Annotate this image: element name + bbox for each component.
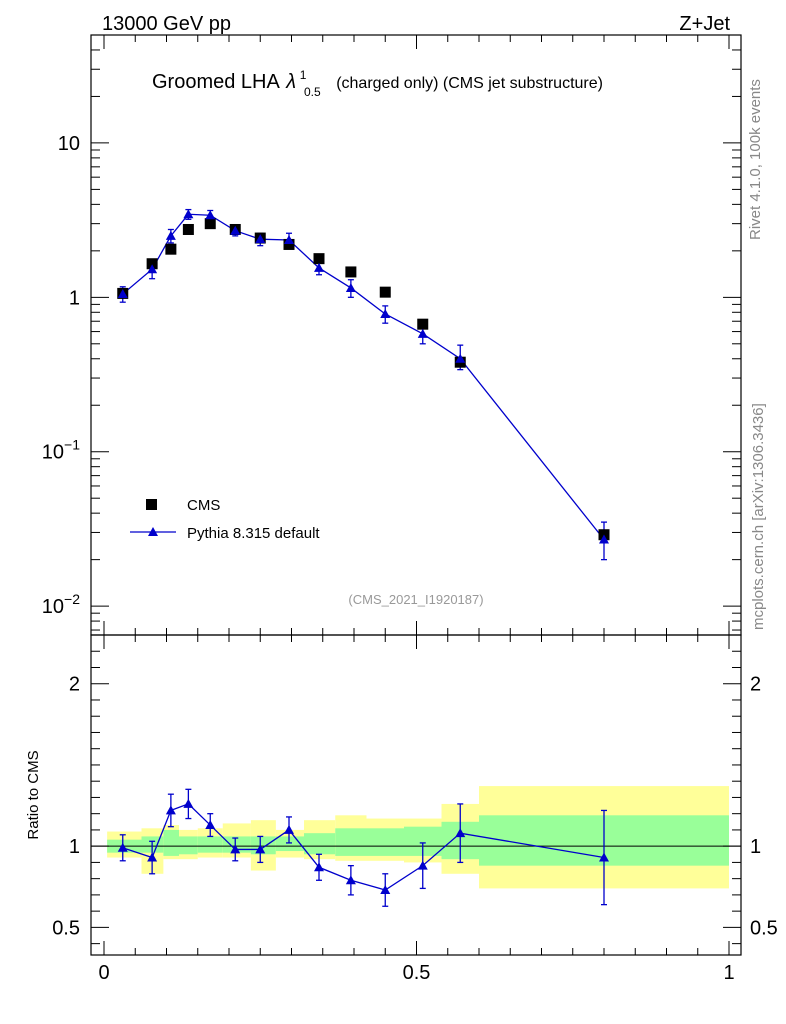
cms-data-point bbox=[283, 238, 295, 250]
mc-ratio-point bbox=[230, 844, 241, 854]
process-label: Z+Jet bbox=[679, 13, 730, 35]
mc-point bbox=[380, 308, 391, 318]
stat-uncertainty-band bbox=[304, 833, 336, 855]
ratio-y-tick-label-right: 0.5 bbox=[750, 917, 778, 939]
mc-ratio-point bbox=[183, 798, 194, 808]
cms-data-point bbox=[345, 266, 357, 278]
mc-point bbox=[314, 262, 324, 272]
mc-ratio-point bbox=[165, 805, 176, 815]
x-tick-label: 0 bbox=[98, 962, 109, 984]
mc-point bbox=[599, 534, 609, 544]
ratio-ylabel: Ratio to CMS bbox=[25, 750, 42, 839]
ratio-y-tick-label-right: 2 bbox=[750, 674, 761, 696]
title-prefix: Groomed LHA bbox=[152, 71, 280, 93]
legend-label-cms: CMS bbox=[187, 497, 220, 514]
cms-data-point bbox=[165, 243, 177, 255]
ratio-y-tick-label: 0.5 bbox=[52, 917, 80, 939]
main-frame bbox=[90, 34, 742, 636]
cms-data-point bbox=[204, 218, 216, 230]
mcplots-label: mcplots.cern.ch [arXiv:1306.3436] bbox=[750, 403, 767, 630]
title-superscript: 1 bbox=[300, 68, 307, 82]
mc-ratio-point bbox=[455, 828, 466, 838]
main-y-tick-label: 10−2 bbox=[42, 591, 80, 618]
plot-title: Groomed LHA λ 1 0.5 (charged only) (CMS … bbox=[152, 62, 603, 101]
mc-point bbox=[165, 230, 176, 240]
stat-uncertainty-band bbox=[179, 836, 198, 855]
mc-ratio-point bbox=[284, 824, 294, 834]
mc-point bbox=[284, 235, 294, 245]
tick-base: 10 bbox=[42, 596, 64, 618]
stat-uncertainty-band bbox=[222, 836, 251, 853]
main-y-tick-label: 10−1 bbox=[42, 437, 80, 464]
ratio-y-tick-label: 1 bbox=[69, 836, 80, 858]
energy-label: 13000 GeV pp bbox=[102, 13, 231, 35]
cms-data-point bbox=[379, 286, 391, 298]
mc-point bbox=[147, 264, 158, 274]
title-subscript: 0.5 bbox=[304, 85, 321, 99]
mc-line-main bbox=[122, 213, 605, 540]
mc-point bbox=[183, 209, 194, 219]
mc-point bbox=[205, 210, 216, 220]
title-symbol: λ bbox=[285, 71, 296, 93]
mc-ratio-point bbox=[205, 820, 216, 830]
cms-data-point bbox=[313, 253, 325, 265]
mc-point bbox=[417, 328, 428, 338]
x-tick-label: 1 bbox=[723, 962, 734, 984]
mc-ratio-point bbox=[417, 860, 428, 870]
stat-uncertainty-band bbox=[366, 828, 404, 856]
legend-marker-mc bbox=[148, 527, 158, 536]
stat-uncertainty-band bbox=[197, 836, 223, 853]
mc-point bbox=[345, 282, 356, 292]
mc-line-ratio bbox=[122, 803, 605, 891]
rivet-label: Rivet 4.1.0, 100k events bbox=[747, 79, 764, 240]
mc-point bbox=[455, 353, 466, 363]
mc-ratio-point bbox=[345, 875, 356, 885]
stat-uncertainty-band bbox=[335, 828, 367, 856]
data-series bbox=[117, 208, 610, 907]
main-y-tick-label: 10 bbox=[58, 133, 80, 155]
legend-marker-cms bbox=[146, 499, 157, 510]
mc-ratio-point bbox=[255, 844, 266, 854]
tick-exponent: −2 bbox=[64, 591, 80, 607]
title-suffix: (charged only) (CMS jet substructure) bbox=[336, 75, 603, 92]
mc-point bbox=[117, 289, 128, 299]
mc-ratio-point bbox=[314, 862, 324, 872]
mc-point bbox=[230, 225, 241, 235]
ratio-y-tick-label: 2 bbox=[69, 674, 80, 696]
x-tick-label: 0.5 bbox=[403, 962, 431, 984]
cms-data-point bbox=[182, 223, 194, 235]
mc-ratio-point bbox=[117, 842, 128, 852]
mc-ratio-point bbox=[599, 852, 609, 862]
tick-base: 10 bbox=[42, 442, 64, 464]
mc-ratio-point bbox=[147, 852, 158, 862]
analysis-id: (CMS_2021_I1920187) bbox=[348, 592, 483, 607]
stat-uncertainty-band bbox=[163, 829, 179, 856]
cms-data-point bbox=[417, 318, 429, 330]
legend: CMS Pythia 8.315 default bbox=[130, 497, 320, 542]
tick-exponent: −1 bbox=[64, 437, 80, 453]
mc-ratio-point bbox=[380, 885, 391, 895]
cms-data-point bbox=[146, 258, 158, 270]
ratio-y-tick-label-right: 1 bbox=[750, 836, 761, 858]
main-y-tick-label: 1 bbox=[69, 287, 80, 309]
legend-label-mc: Pythia 8.315 default bbox=[187, 525, 320, 542]
mc-point bbox=[255, 234, 266, 244]
